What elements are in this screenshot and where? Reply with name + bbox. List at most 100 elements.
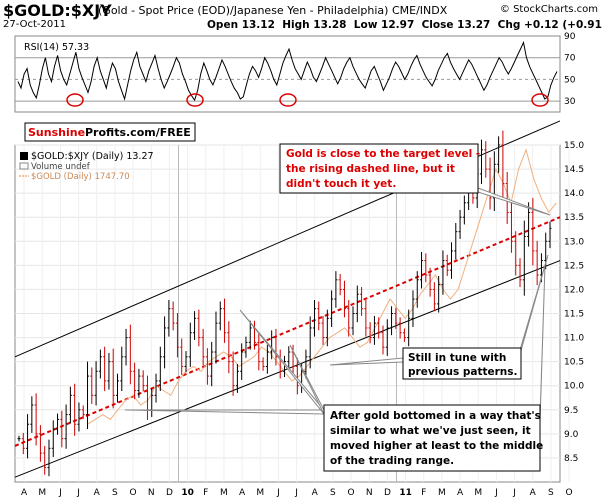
price-bar-21: [107, 352, 111, 390]
price-bar-46: [214, 311, 218, 364]
price-bar-97: [432, 282, 436, 312]
price-bar-18: [94, 361, 98, 406]
x-tick-14: J: [276, 488, 280, 498]
price-bar-19: [98, 349, 102, 379]
price-bar-41: [193, 311, 197, 340]
price-bar-56: [257, 333, 261, 371]
price-bar-70: [317, 301, 321, 331]
annotation-target-line1: Gold is close to the target level -: [286, 148, 480, 160]
price-bar-110: [488, 157, 492, 210]
high-value: High 13.28: [282, 19, 347, 31]
price-bar-113: [501, 130, 505, 198]
low-value: Low 12.97: [353, 19, 415, 31]
price-bar-11: [64, 404, 68, 449]
rsi-low-circle-1: [66, 93, 84, 107]
price-bar-0: [17, 435, 21, 442]
price-bar-9: [56, 413, 60, 435]
price-bar-76: [342, 280, 346, 318]
x-tick-15: J: [294, 488, 298, 498]
price-tick-13.5: 13.5: [564, 213, 584, 223]
legend-main: $GOLD:$XJY (Daily) 13.27: [31, 151, 154, 162]
x-tick-0: A: [21, 488, 28, 498]
price-bar-75: [338, 274, 342, 296]
price-bar-22: [111, 348, 115, 409]
annotation-pointers: [124, 187, 551, 423]
x-tick-1: M: [38, 488, 46, 498]
sunshine-profits-watermark: Sunshine Profits.com/FREE: [24, 122, 196, 142]
rsi-low-circle-3: [279, 93, 297, 107]
x-tick-23: M: [438, 488, 446, 498]
price-bar-23: [115, 373, 119, 403]
price-bar-81: [364, 300, 368, 337]
price-tick-12.5: 12.5: [564, 261, 584, 271]
x-tick-9: 10: [181, 488, 194, 498]
price-bar-48: [223, 298, 227, 343]
open-value: Open 13.12: [207, 19, 275, 31]
price-bar-100: [445, 254, 449, 276]
price-bar-8: [51, 420, 55, 457]
price-bar-99: [441, 250, 445, 295]
price-bar-32: [154, 373, 158, 403]
price-bar-13: [73, 383, 77, 436]
price-bar-69: [312, 300, 316, 337]
annotation-bottom: After gold bottomed in a way that's simi…: [323, 404, 543, 472]
price-bar-34: [163, 316, 167, 369]
annotation-target-line3: didn't touch it yet.: [286, 178, 396, 190]
price-bar-57: [261, 357, 265, 371]
price-bar-72: [325, 309, 329, 347]
legend-gold: $GOLD (Daily) 1747.70: [31, 172, 130, 182]
x-tick-18: O: [348, 488, 355, 498]
price-tick-15.0: 15.0: [564, 141, 584, 151]
price-tick-10.0: 10.0: [564, 382, 584, 392]
price-bar-68: [308, 316, 312, 369]
price-bar-37: [175, 313, 179, 358]
price-bar-87: [390, 306, 394, 336]
price-tick-13.0: 13.0: [564, 237, 584, 247]
annotation-tune-line2: previous patterns.: [408, 366, 518, 378]
rsi-tick-50: 50: [564, 75, 576, 85]
price-bar-104: [462, 195, 466, 225]
price-bar-89: [398, 317, 402, 339]
price-bar-53: [244, 336, 248, 358]
rsi-series-line: [17, 40, 558, 102]
price-bar-7: [47, 439, 51, 477]
price-bar-115: [509, 200, 513, 253]
x-tick-10: F: [203, 488, 208, 498]
price-bar-103: [458, 209, 462, 239]
price-bar-43: [201, 328, 205, 366]
price-bar-58: [265, 344, 269, 374]
price-tick-14.5: 14.5: [564, 165, 584, 175]
price-bar-85: [381, 325, 385, 355]
x-tick-7: N: [148, 488, 155, 498]
price-bar-114: [505, 171, 509, 224]
x-tick-26: J: [494, 488, 498, 498]
x-tick-17: S: [330, 488, 336, 498]
x-tick-2: J: [58, 488, 62, 498]
price-bar-101: [450, 242, 454, 279]
date-x-axis: A M J J A S O N D 10 F M A M J J A S O N D 11 F M A M J J A S O: [21, 488, 573, 498]
price-bar-14: [77, 402, 81, 432]
price-bar-24: [120, 346, 124, 392]
legend-volume: Volume undef: [31, 162, 91, 172]
rsi-low-circle-4: [531, 93, 549, 107]
x-tick-28: A: [530, 488, 537, 498]
chart-header: $GOLD:$XJY (Gold - Spot Price (EOD)/Japa…: [0, 0, 602, 36]
price-bar-62: [283, 355, 286, 378]
price-bar-124: [548, 221, 552, 249]
price-bar-3: [30, 396, 34, 433]
price-tick-9.0: 9.0: [564, 430, 579, 440]
watermark-part1: Sunshine: [28, 126, 85, 139]
price-bar-108: [479, 139, 483, 184]
x-tick-25: M: [474, 488, 482, 498]
price-bar-20: [103, 346, 107, 392]
annotation-target-box: [279, 143, 479, 194]
price-bar-16: [86, 361, 90, 430]
x-tick-21: 11: [399, 488, 412, 498]
rsi-low-circle-2: [186, 93, 204, 107]
close-value: Close 13.27: [421, 19, 491, 31]
annotation-bottom-line1: After gold bottomed in a way that's: [330, 410, 541, 422]
price-bar-90: [402, 328, 406, 342]
price-bar-67: [304, 349, 308, 379]
price-bar-86: [385, 319, 389, 356]
rsi-legend: RSI(14) 57.33: [24, 42, 89, 53]
